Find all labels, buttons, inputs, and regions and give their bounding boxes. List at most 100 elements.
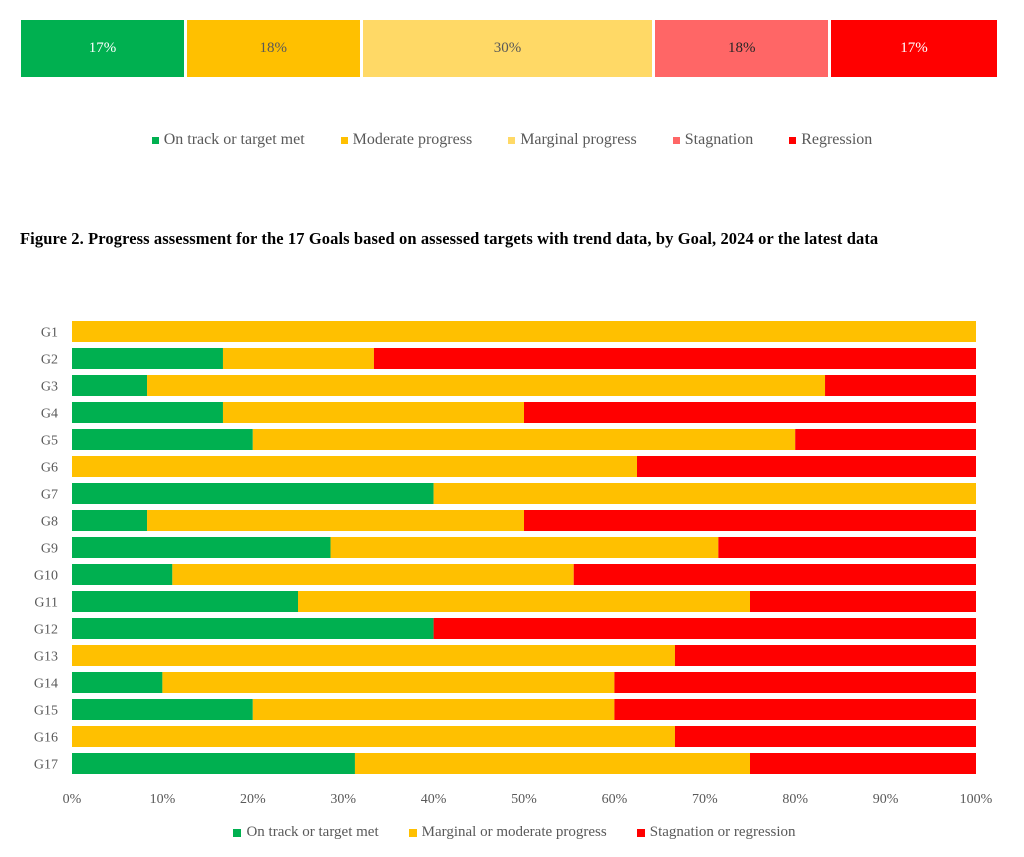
legend-swatch <box>636 828 645 837</box>
bar-segment <box>524 510 976 531</box>
y-tick-label: G12 <box>34 623 58 638</box>
bar-segment <box>147 375 826 396</box>
bar-segment <box>614 672 976 693</box>
x-tick-label: 10% <box>150 792 176 807</box>
bar-segment <box>72 456 637 477</box>
y-tick-label: G4 <box>41 407 58 422</box>
summary-stacked-bar: 17% 18% 30% 18% 17% <box>21 20 997 77</box>
bar-segment <box>674 726 976 747</box>
y-tick-label: G13 <box>34 650 58 665</box>
bar-segment <box>298 591 750 612</box>
bar-segment <box>750 753 976 774</box>
bar-segment <box>433 483 977 504</box>
legend-swatch <box>508 136 516 144</box>
bar-segment <box>825 375 976 396</box>
bar-segment <box>72 699 253 720</box>
legend-label: Regression <box>801 131 873 148</box>
y-tick-label: G15 <box>34 704 58 719</box>
x-tick-label: 50% <box>511 792 537 807</box>
bar-segment <box>373 348 976 369</box>
summary-segment-label: 30% <box>493 40 522 56</box>
bar-segment <box>573 564 976 585</box>
summary-segment: 18% <box>655 20 832 77</box>
bar-segment <box>72 321 976 342</box>
bar-segment <box>72 618 434 639</box>
legend-swatch <box>151 136 159 144</box>
bar-segment <box>354 753 750 774</box>
legend-item: Regression <box>789 131 872 149</box>
bar-segment <box>718 537 976 558</box>
x-tick-label: 20% <box>240 792 266 807</box>
legend-item: Moderate progress <box>340 131 473 149</box>
summary-segment-label: 18% <box>727 40 756 56</box>
bar-segment <box>252 699 615 720</box>
y-tick-label: G9 <box>41 542 58 557</box>
bar-segment <box>172 564 574 585</box>
legend-label: Stagnation <box>684 131 754 148</box>
summary-segment: 30% <box>362 20 656 77</box>
x-tick-label: 30% <box>330 792 356 807</box>
y-tick-label: G17 <box>34 758 58 773</box>
bar-segment <box>162 672 615 693</box>
summary-segment: 17% <box>831 20 997 77</box>
y-tick-label: G14 <box>34 677 58 692</box>
chart-legend: On track or target met Marginal or modera… <box>0 824 1024 841</box>
bar-segment <box>524 402 976 423</box>
figure-title: Figure 2. Progress assessment for the 17… <box>20 229 879 248</box>
y-tick-label: G11 <box>34 596 58 611</box>
bar-segment <box>72 537 331 558</box>
bar-segment <box>222 402 524 423</box>
legend-label: Marginal progress <box>520 131 637 148</box>
x-tick-label: 100% <box>960 792 993 807</box>
legend-swatch <box>340 136 348 144</box>
bar-segment <box>614 699 976 720</box>
summary-segment-label: 18% <box>259 40 287 56</box>
legend-label: On track or target met <box>163 131 305 148</box>
legend-item: Marginal or moderate progress <box>408 824 607 841</box>
legend-label: Marginal or moderate progress <box>421 824 607 840</box>
bar-segment <box>252 429 796 450</box>
y-tick-label: G2 <box>41 353 58 368</box>
bar-segment <box>72 483 434 504</box>
x-tick-label: 70% <box>692 792 718 807</box>
bar-segment <box>795 429 976 450</box>
legend-label: On track or target met <box>246 824 379 840</box>
bar-segment <box>330 537 719 558</box>
legend-item: On track or target met <box>233 824 379 841</box>
legend-item: Stagnation or regression <box>636 824 796 841</box>
bar-segment <box>72 375 148 396</box>
bar-segment <box>72 510 148 531</box>
y-tick-label: G7 <box>41 488 58 503</box>
summary-segment-label: 17% <box>900 40 928 56</box>
legend-swatch <box>672 136 680 144</box>
bar-segment <box>72 564 173 585</box>
bar-segment <box>147 510 525 531</box>
y-tick-label: G8 <box>41 515 58 530</box>
y-tick-label: G16 <box>34 731 58 746</box>
x-tick-label: 90% <box>873 792 899 807</box>
x-tick-label: 80% <box>782 792 808 807</box>
legend-item: On track or target met <box>151 131 305 149</box>
bar-segment <box>72 726 675 747</box>
summary-segment: 17% <box>21 20 187 77</box>
bar-segment <box>750 591 976 612</box>
y-tick-label: G10 <box>34 569 58 584</box>
x-tick-label: 40% <box>421 792 447 807</box>
legend-swatch <box>408 828 417 837</box>
legend-label: Moderate progress <box>352 131 473 148</box>
bar-segment <box>72 672 163 693</box>
bar-segment <box>72 429 253 450</box>
legend-item: Stagnation <box>672 131 754 149</box>
y-tick-label: G5 <box>41 434 58 449</box>
x-tick-label: 0% <box>63 792 82 807</box>
y-tick-label: G3 <box>41 380 58 395</box>
y-tick-label: G1 <box>41 326 58 341</box>
bar-segment <box>72 753 355 774</box>
bar-segment <box>72 348 223 369</box>
goal-progress-chart: G1 G2 G3 G4 G5 G6 G7 G8 G9 G10 G11 G12 G13 G14 G15 G16 G… <box>34 321 993 807</box>
summary-segment: 18% <box>186 20 363 77</box>
bar-segment <box>72 645 675 666</box>
y-tick-label: G6 <box>41 461 58 476</box>
legend-label: Stagnation or regression <box>649 824 796 840</box>
summary-legend: On track or target met Moderate progress M… <box>0 131 1024 149</box>
